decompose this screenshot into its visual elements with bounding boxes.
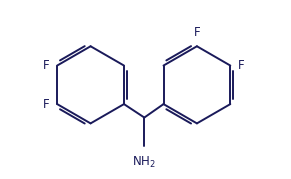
Text: NH$_2$: NH$_2$ <box>132 155 156 170</box>
Text: F: F <box>238 59 244 72</box>
Text: F: F <box>43 59 50 72</box>
Text: F: F <box>194 26 200 39</box>
Text: F: F <box>43 98 50 111</box>
